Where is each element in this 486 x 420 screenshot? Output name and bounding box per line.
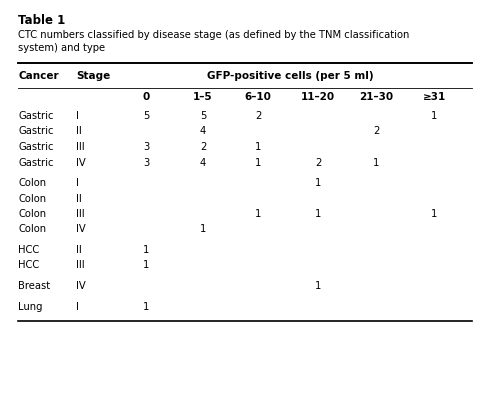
Text: Table 1: Table 1 [18, 14, 65, 27]
Text: 5: 5 [200, 111, 206, 121]
Text: 1: 1 [315, 209, 321, 219]
Text: III: III [76, 209, 85, 219]
Text: II: II [76, 126, 82, 136]
Text: 4: 4 [200, 126, 206, 136]
Text: IV: IV [76, 158, 86, 168]
Text: III: III [76, 142, 85, 152]
Text: GFP-positive cells (per 5 ml): GFP-positive cells (per 5 ml) [207, 71, 373, 81]
Text: Colon: Colon [18, 194, 46, 204]
Text: 2: 2 [255, 111, 261, 121]
Text: Colon: Colon [18, 178, 46, 188]
Text: 2: 2 [200, 142, 206, 152]
Text: Breast: Breast [18, 281, 50, 291]
Text: Cancer: Cancer [18, 71, 59, 81]
Text: 1: 1 [255, 142, 261, 152]
Text: Gastric: Gastric [18, 142, 53, 152]
Text: Stage: Stage [76, 71, 110, 81]
Text: Lung: Lung [18, 302, 42, 312]
Text: 3: 3 [143, 158, 149, 168]
Text: 0: 0 [142, 92, 150, 102]
Text: 1: 1 [431, 111, 437, 121]
Text: ≥31: ≥31 [422, 92, 446, 102]
Text: 1: 1 [255, 158, 261, 168]
Text: 1: 1 [431, 209, 437, 219]
Text: 1: 1 [143, 245, 149, 255]
Text: 11–20: 11–20 [301, 92, 335, 102]
Text: 4: 4 [200, 158, 206, 168]
Text: 21–30: 21–30 [359, 92, 393, 102]
Text: Colon: Colon [18, 209, 46, 219]
Text: 1: 1 [373, 158, 379, 168]
Text: 2: 2 [315, 158, 321, 168]
Text: IV: IV [76, 281, 86, 291]
Text: 3: 3 [143, 142, 149, 152]
Text: 1: 1 [200, 225, 206, 234]
Text: 1: 1 [143, 302, 149, 312]
Text: CTC numbers classified by disease stage (as defined by the TNM classification
sy: CTC numbers classified by disease stage … [18, 30, 409, 53]
Text: Gastric: Gastric [18, 158, 53, 168]
Text: HCC: HCC [18, 260, 39, 270]
Text: I: I [76, 178, 79, 188]
Text: 1: 1 [315, 281, 321, 291]
Text: Colon: Colon [18, 225, 46, 234]
Text: 5: 5 [143, 111, 149, 121]
Text: Gastric: Gastric [18, 111, 53, 121]
Text: II: II [76, 194, 82, 204]
Text: 1: 1 [315, 178, 321, 188]
Text: HCC: HCC [18, 245, 39, 255]
Text: 1: 1 [255, 209, 261, 219]
Text: 1: 1 [143, 260, 149, 270]
Text: II: II [76, 245, 82, 255]
Text: 1–5: 1–5 [193, 92, 213, 102]
Text: IV: IV [76, 225, 86, 234]
Text: 6–10: 6–10 [244, 92, 272, 102]
Text: I: I [76, 111, 79, 121]
Text: 2: 2 [373, 126, 379, 136]
Text: III: III [76, 260, 85, 270]
Text: Gastric: Gastric [18, 126, 53, 136]
Text: I: I [76, 302, 79, 312]
